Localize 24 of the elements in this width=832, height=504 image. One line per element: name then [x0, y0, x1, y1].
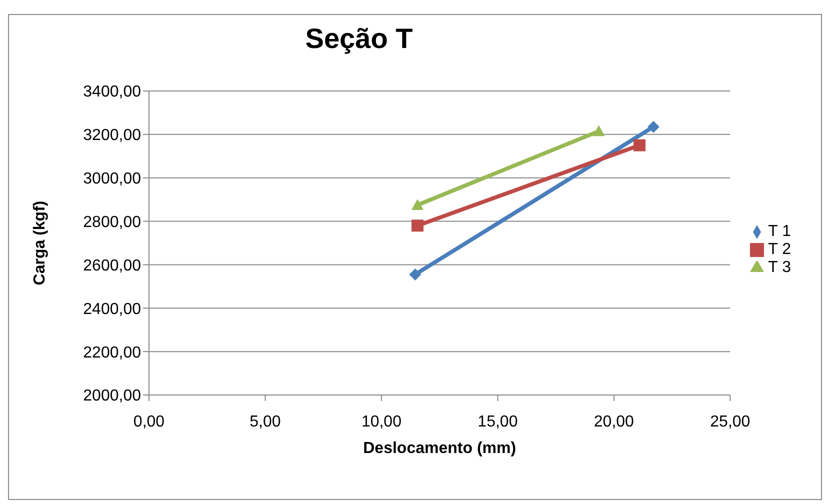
legend-label: T 2 [768, 241, 791, 258]
x-tick-label: 25,00 [710, 413, 750, 430]
x-axis-title: Deslocamento (mm) [363, 440, 516, 457]
legend-label: T 3 [768, 259, 791, 276]
y-tick-label: 3400,00 [83, 84, 142, 101]
y-tick-label: 2600,00 [83, 257, 142, 274]
x-tick-label: 10,00 [361, 413, 402, 430]
point [647, 120, 660, 133]
legend-label: T 1 [768, 223, 791, 240]
x-tick-label: 0,00 [133, 413, 165, 430]
y-tick-label: 2400,00 [83, 300, 142, 318]
y-tick-label: 2800,00 [83, 214, 142, 231]
x-tick-label: 5,00 [250, 413, 281, 430]
point [634, 139, 646, 152]
point [409, 268, 422, 280]
y-tick-label: 2200,00 [83, 344, 142, 362]
y-tick-label: 3000,00 [83, 170, 142, 188]
y-axis-title: Carga (kgf) [32, 200, 49, 286]
chart-title: Seção T [304, 23, 414, 55]
x-tick-label: 15,00 [478, 413, 518, 430]
x-tick-label: 20,00 [594, 413, 634, 430]
point [412, 220, 424, 232]
y-tick-label: 2000,00 [83, 388, 142, 405]
y-tick-label: 3200,00 [83, 127, 142, 144]
